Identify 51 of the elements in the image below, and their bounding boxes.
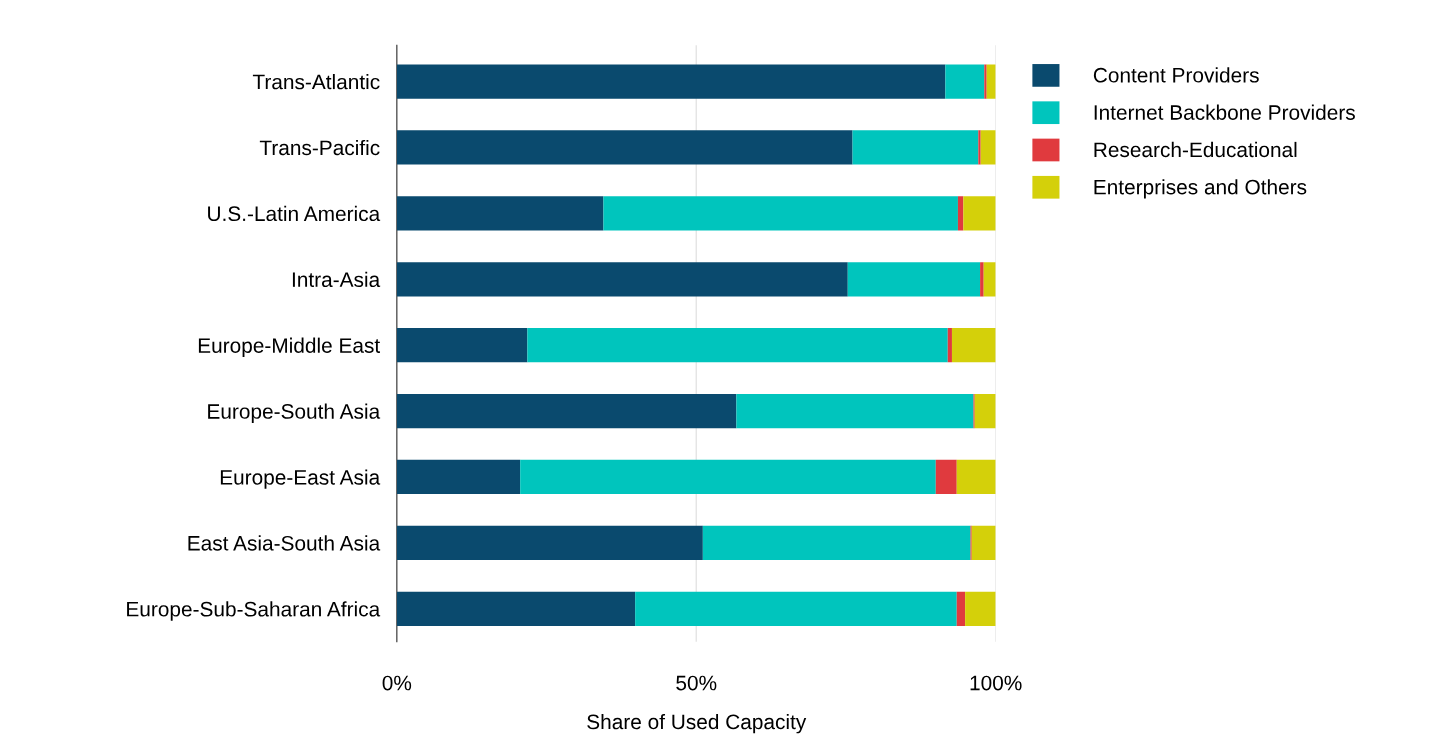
legend-label: Enterprises and Others [1094, 179, 1307, 199]
y-tick-label: Intra-Asia [292, 271, 381, 288]
bar [971, 525, 996, 561]
bar [396, 328, 528, 363]
bar [974, 393, 996, 429]
bar [852, 130, 979, 165]
x-axis-title: Share of Used Capacity [587, 713, 807, 734]
bar [520, 459, 936, 495]
y-tick-label: U.S.-Latin America [208, 205, 381, 222]
bar [986, 64, 996, 99]
bar [702, 525, 971, 561]
bar [965, 591, 996, 626]
bar [956, 459, 996, 495]
y-tick-label: East Asia-South Asia [188, 535, 381, 551]
bar [635, 591, 957, 626]
legend-label: Research-Educational [1094, 141, 1297, 158]
bar [396, 130, 853, 165]
bar [527, 328, 948, 363]
bar [847, 262, 981, 297]
x-tick-label: 50% [676, 675, 717, 691]
bar [947, 328, 952, 363]
bar [980, 130, 996, 165]
bar [396, 393, 737, 429]
y-tick-label: Trans-Pacific [259, 139, 380, 156]
y-tick-label: Europe-South Asia [208, 403, 381, 423]
bar [978, 130, 981, 165]
y-tick-label: Europe-East Asia [220, 469, 381, 489]
x-tick-label: 100% [970, 675, 1022, 691]
bar [736, 393, 974, 429]
bar [983, 262, 996, 297]
bar [963, 196, 996, 231]
bar [396, 591, 636, 626]
bar [396, 196, 604, 231]
bar [396, 525, 703, 561]
bar [935, 459, 957, 495]
bar [603, 196, 958, 231]
bar [957, 196, 964, 231]
bar [984, 64, 987, 99]
bar [956, 591, 966, 626]
bar [980, 262, 984, 297]
bar [951, 328, 996, 363]
y-tick-label: Europe-Middle East [198, 337, 381, 358]
bar [396, 459, 521, 495]
x-tick-label: 0% [382, 675, 412, 691]
bar [945, 64, 985, 99]
y-tick-label: Trans-Atlantic [252, 74, 380, 90]
bar [396, 64, 946, 99]
legend-label: Internet Backbone Providers [1094, 104, 1355, 120]
y-tick-label: Europe-Sub-Saharan Africa [127, 601, 381, 621]
bar [396, 262, 848, 297]
legend-label: Content Providers [1093, 67, 1259, 83]
